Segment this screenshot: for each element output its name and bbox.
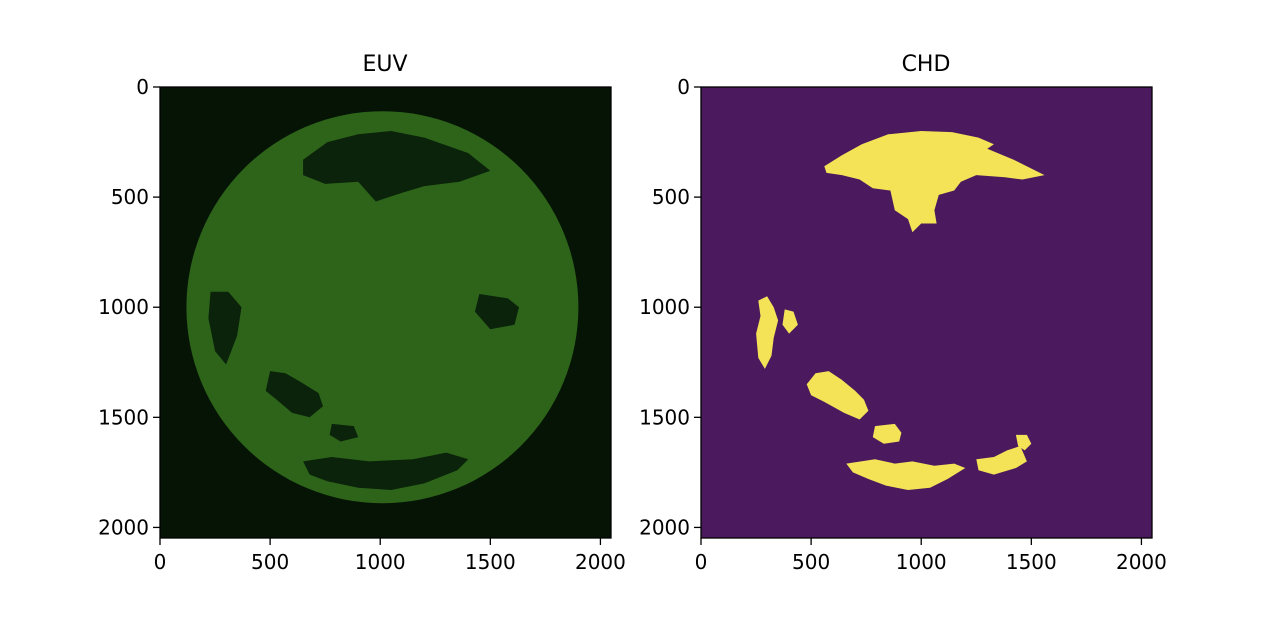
- chd-y-axis: 0 500 1000 1500 2000: [639, 75, 701, 539]
- chd-ytick-label: 1000: [639, 295, 690, 319]
- chd-west-detection-b: [782, 309, 798, 334]
- euv-xtick-label: 500: [251, 550, 289, 574]
- chd-xtick-label: 0: [695, 550, 708, 574]
- chd-north-polar-detection: [824, 131, 1045, 233]
- euv-west-limb-hole-a: [208, 291, 242, 365]
- euv-east-hole: [474, 294, 519, 330]
- euv-north-polar-hole: [303, 131, 491, 202]
- chd-ytick-label: 0: [677, 75, 690, 99]
- euv-xtick-label: 1500: [465, 550, 516, 574]
- chd-south-east-detection: [976, 446, 1027, 475]
- chd-xtick-label: 1500: [1006, 550, 1057, 574]
- euv-south-west-hole: [265, 371, 323, 418]
- chd-ytick-label: 2000: [639, 515, 690, 539]
- euv-y-axis: 0 500 1000 1500 2000: [98, 75, 160, 539]
- euv-title: EUV: [362, 52, 407, 77]
- chd-panel: CHD 0 500 1000 1500 2000 0 500 1000 1500 2000: [639, 52, 1167, 574]
- euv-ytick-label: 2000: [98, 515, 149, 539]
- chd-xtick-label: 2000: [1116, 550, 1167, 574]
- chd-south-west-detection: [806, 371, 869, 420]
- euv-axes-frame: [159, 86, 612, 539]
- euv-south-polar-hole: [303, 452, 469, 490]
- chd-west-detection-a: [756, 296, 779, 369]
- chd-xtick-label: 1000: [896, 550, 947, 574]
- euv-xtick-label: 1000: [355, 550, 406, 574]
- euv-x-axis: 0 500 1000 1500 2000: [154, 538, 626, 574]
- chd-ytick-label: 1500: [639, 405, 690, 429]
- euv-ytick-label: 1000: [98, 295, 149, 319]
- chd-axes-frame: [700, 86, 1153, 539]
- chd-south-polar-detection: [846, 459, 966, 490]
- euv-ytick-label: 1500: [98, 405, 149, 429]
- euv-xtick-label: 2000: [575, 550, 626, 574]
- chd-image: [756, 131, 1045, 490]
- chd-south-mid-detection: [872, 423, 902, 444]
- euv-ytick-label: 500: [111, 185, 149, 209]
- chd-x-axis: 0 500 1000 1500 2000: [695, 538, 1167, 574]
- euv-panel: EUV 0 500 1000 1500 2000 0 500 1000 1500 2000: [98, 52, 626, 574]
- euv-south-mid-hole: [329, 423, 359, 442]
- euv-image: [186, 111, 579, 504]
- chd-title: CHD: [902, 52, 951, 77]
- chd-xtick-label: 500: [792, 550, 830, 574]
- euv-ytick-label: 0: [136, 75, 149, 99]
- chd-east-detection: [1015, 434, 1032, 451]
- euv-xtick-label: 0: [154, 550, 167, 574]
- chd-ytick-label: 500: [652, 185, 690, 209]
